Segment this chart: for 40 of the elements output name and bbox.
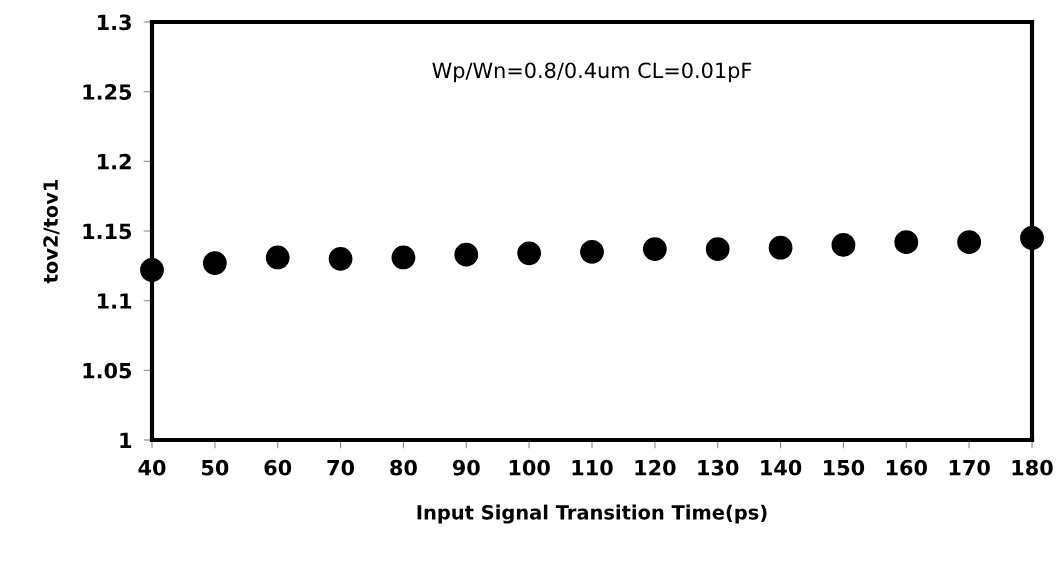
point [642,237,667,262]
point [894,230,919,255]
point [202,251,227,275]
x-tick-label: 110 [572,459,613,476]
x-tick-label: 170 [949,459,990,476]
point [1020,226,1044,250]
y-tick-label: 1.05 [83,362,132,379]
x-tick-label: 70 [327,459,355,476]
y-axis-title: tov2/tov1 [43,179,60,284]
x-tick-label: 80 [390,459,417,476]
y-tick-label: 1.2 [98,153,131,170]
x-tick-label: 50 [201,459,229,476]
point [265,245,290,270]
point [328,246,353,271]
point [140,258,164,282]
point [705,237,730,262]
x-tick-label: 60 [264,459,292,476]
point [517,241,542,266]
x-tick-label: 120 [635,459,676,476]
point [957,230,982,255]
x-tick-label: 180 [1012,459,1053,476]
x-axis-title: Input Signal Transition Time(ps) [417,504,767,524]
x-tick-label: 150 [824,459,865,476]
point [391,245,416,270]
y-tick-label: 1.3 [98,14,131,31]
y-tick-label: 1.25 [83,84,132,100]
x-tick-label: 130 [698,459,739,476]
x-tick-label: 100 [509,459,550,476]
x-tick-label: 40 [138,459,166,476]
y-tick-label: 1 [120,432,132,448]
annotation: Wp/Wn=0.8/0.4um CL=0.01pF [432,62,752,83]
point [831,233,856,257]
point [768,235,793,260]
point [580,240,604,264]
x-tick-label: 90 [452,459,480,476]
x-tick-label: 160 [886,459,928,476]
y-tick-label: 1.1 [98,293,132,309]
y-tick-label: 1.15 [83,223,132,240]
point [454,242,479,267]
x-tick-label: 140 [761,459,802,476]
